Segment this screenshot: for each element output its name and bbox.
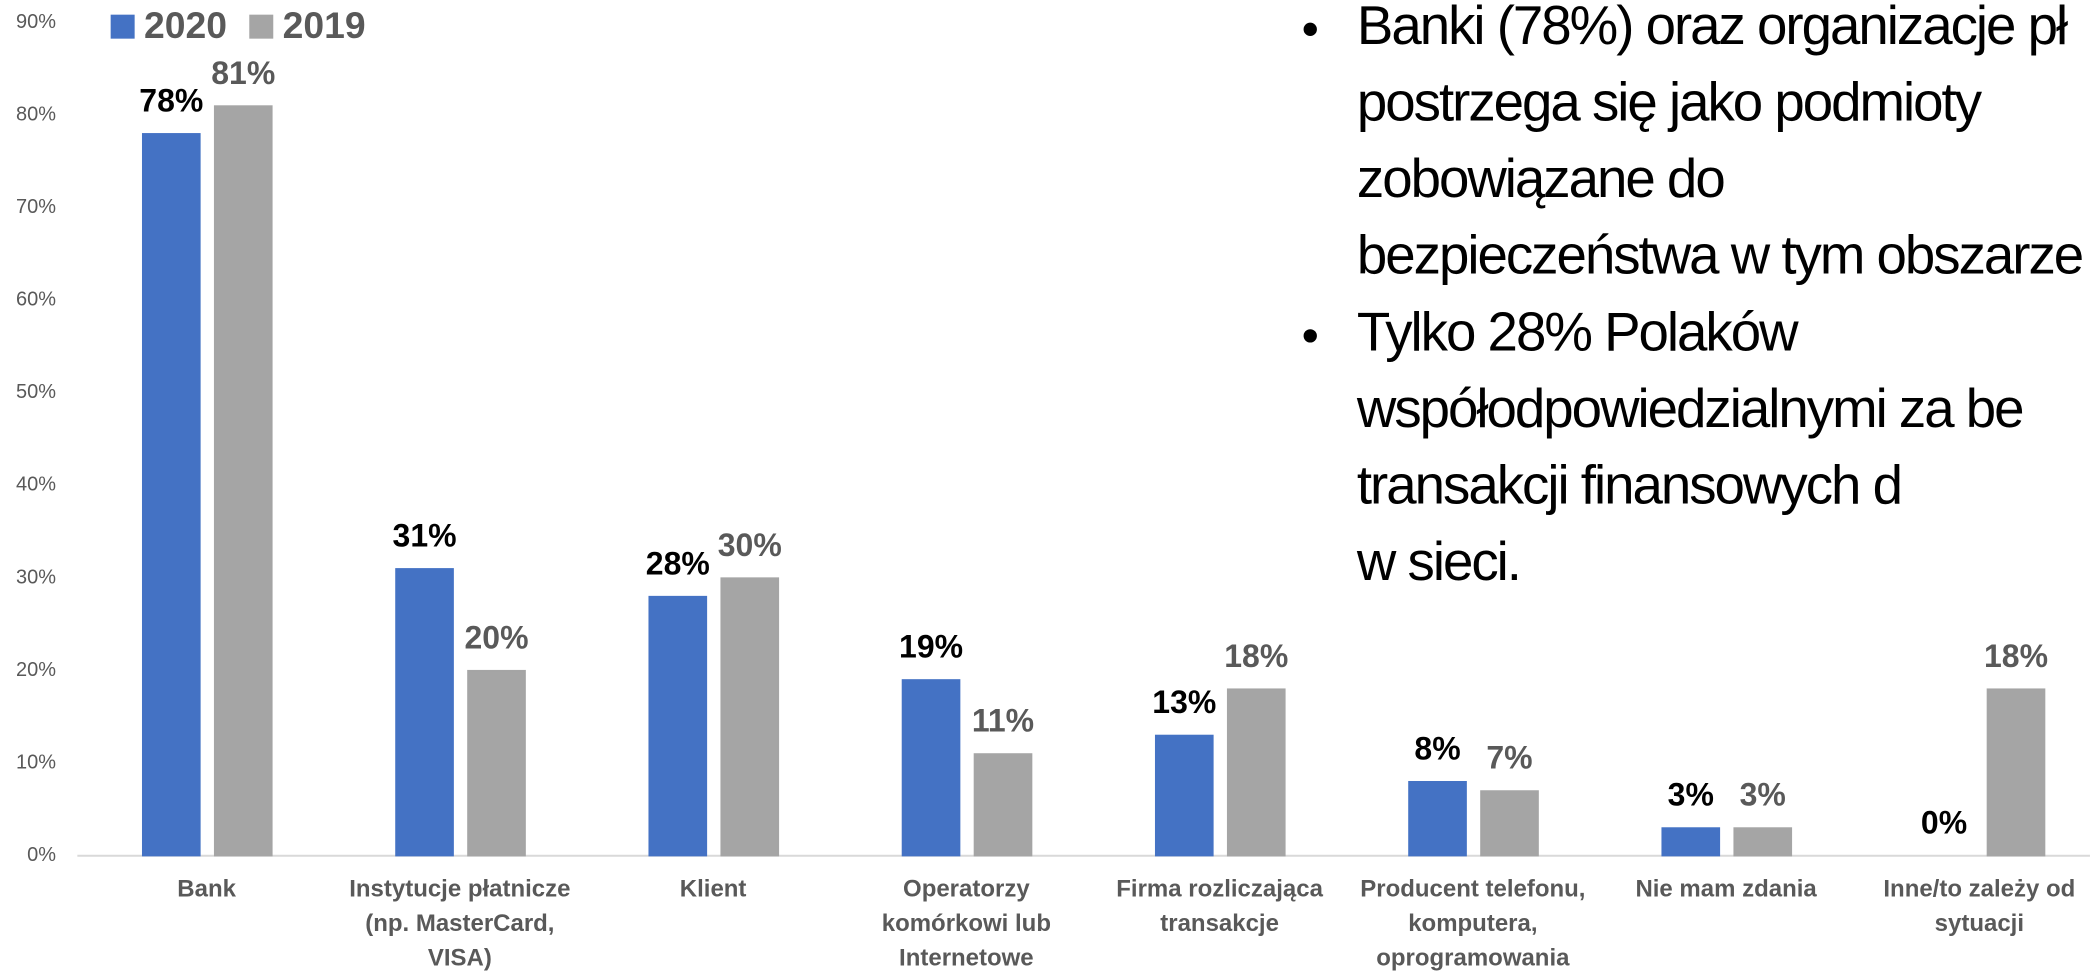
x-tick-label: Firma rozliczająca transakcje (1116, 876, 1323, 938)
bar (648, 595, 708, 857)
value-label: 18% (1224, 638, 1288, 674)
x-tick-label: Bank (177, 876, 236, 903)
bar (395, 568, 454, 857)
x-tick-label: Klient (680, 876, 747, 903)
bullet-text: zobowiązane do (1357, 148, 1724, 209)
x-tick-label-line: Inne/to zależy od (1883, 876, 2075, 903)
bullet-text: w sieci. (1356, 531, 1520, 592)
x-tick-label-line: komputera, (1408, 910, 1537, 937)
bar (1408, 780, 1467, 857)
y-tick-label: 50% (16, 381, 56, 403)
x-tick-label-line: Klient (680, 876, 747, 903)
value-label: 0% (1921, 805, 1967, 841)
bullet-text: postrzega się jako podmioty (1357, 71, 1983, 132)
bar (1986, 688, 2046, 857)
x-tick-label-line: Bank (177, 876, 236, 903)
x-tick-label-line: sytuacji (1935, 910, 2024, 937)
y-tick-label: 10% (16, 751, 56, 773)
value-label: 78% (139, 83, 203, 119)
legend-swatch (249, 14, 274, 39)
value-label: 3% (1668, 777, 1714, 813)
value-label: 28% (646, 545, 710, 581)
bullet-dot (1303, 329, 1317, 343)
value-label: 13% (1152, 684, 1216, 720)
value-label: 8% (1414, 730, 1460, 766)
x-tick-label-line: Nie mam zdania (1635, 876, 1817, 903)
bullet-text: Banki (78%) oraz organizacje pł (1357, 0, 2068, 56)
bar (901, 679, 961, 857)
x-tick-label-line: Internetowe (899, 945, 1034, 972)
x-tick-label-line: komórkowi lub (882, 910, 1051, 937)
y-tick-label: 70% (16, 196, 56, 218)
bar (973, 753, 1033, 857)
x-tick-label-line: Operatorzy (903, 876, 1030, 903)
bar (467, 669, 526, 857)
value-label: 30% (718, 527, 782, 563)
value-label: 31% (393, 518, 457, 554)
legend-swatch (110, 14, 135, 39)
legend-label: 2020 (144, 4, 227, 46)
value-label: 18% (1984, 638, 2048, 674)
y-tick-label: 40% (16, 474, 56, 496)
bar (213, 105, 273, 857)
x-tick-label-line: Firma rozliczająca (1116, 876, 1323, 903)
x-tick-label-line: oprogramowania (1376, 945, 1570, 972)
bar (1661, 827, 1721, 857)
bar (1733, 827, 1793, 857)
value-label: 11% (972, 703, 1034, 739)
bullet-dot (1303, 22, 1317, 36)
y-tick-label: 20% (16, 659, 56, 681)
bullet-text: bezpieczeństwa w tym obszarze (1357, 225, 2082, 286)
value-label: 20% (465, 619, 529, 655)
x-tick-label: Nie mam zdania (1635, 876, 1817, 903)
x-tick-label: Producent telefonu, komputera, oprogramowa… (1360, 876, 1585, 972)
bar (1154, 734, 1214, 857)
x-tick-label-line: Instytucje płatnicze (349, 876, 570, 903)
y-tick-label: 90% (16, 11, 56, 33)
bar (1480, 790, 1539, 857)
bar (141, 133, 201, 857)
bar (1226, 688, 1286, 857)
bar (720, 577, 780, 857)
bullet-text: Tylko 28% Polaków (1357, 301, 1799, 362)
x-tick-label: Instytucje płatnicze (np. MasterCard, VISA… (349, 876, 570, 972)
value-label: 3% (1740, 777, 1786, 813)
x-tick-label: Inne/to zależy od sytuacji (1883, 876, 2075, 938)
x-tick-label: Operatorzy komórkowi lub Internetowe (882, 876, 1051, 972)
value-label: 19% (899, 629, 963, 665)
value-label: 7% (1486, 740, 1532, 776)
y-tick-label: 80% (16, 104, 56, 126)
bullet-text: współodpowiedzialnymi za be (1356, 378, 2023, 439)
y-tick-label: 30% (16, 566, 56, 588)
value-label: 81% (211, 55, 275, 91)
x-tick-label-line: Producent telefonu, (1360, 876, 1585, 903)
x-tick-label-line: (np. MasterCard, (365, 910, 554, 937)
x-tick-label-line: VISA) (428, 945, 492, 972)
x-tick-label-line: transakcje (1160, 910, 1279, 937)
bullet-text: transakcji finansowych d (1357, 455, 1901, 516)
y-tick-label: 60% (16, 289, 56, 311)
legend-label: 2019 (283, 4, 366, 46)
y-tick-label: 0% (27, 844, 56, 866)
